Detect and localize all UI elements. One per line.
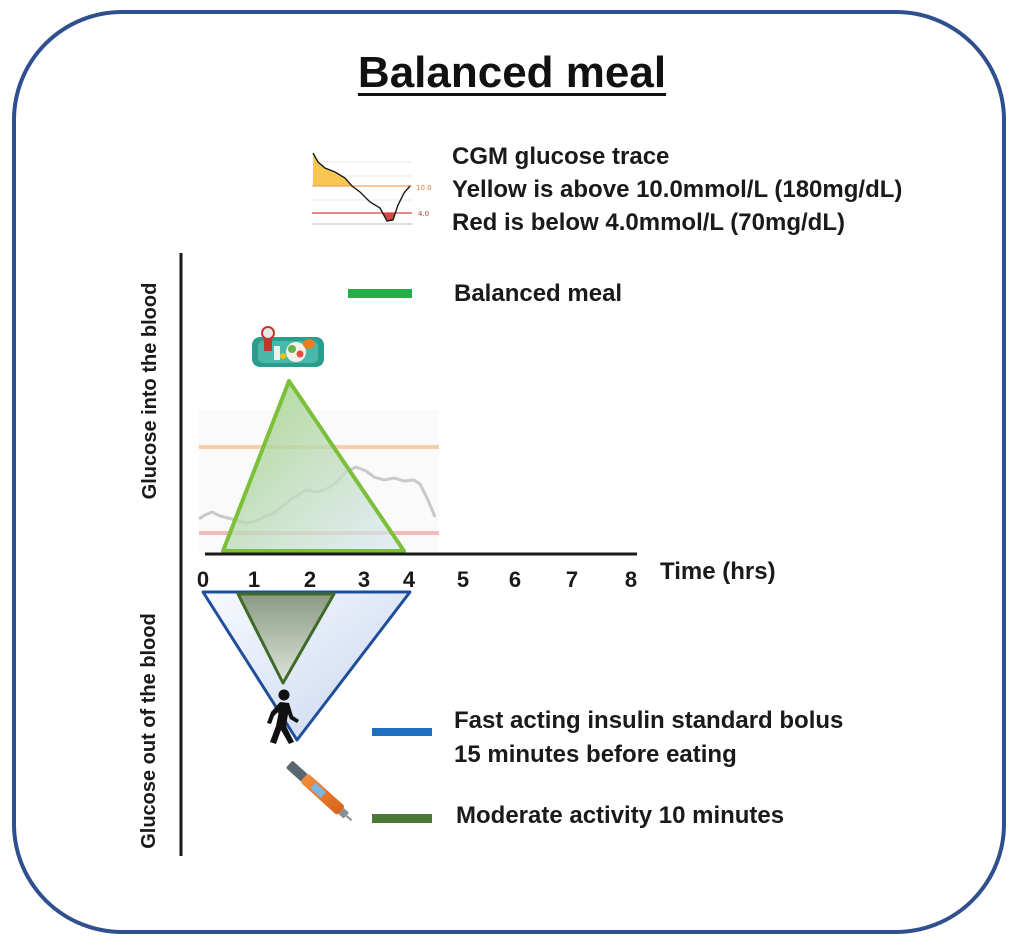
legend-activity-swatch	[372, 814, 432, 823]
legend-insulin-label-1: Fast acting insulin standard bolus	[454, 707, 844, 734]
legend-insulin-label-2: 15 minutes before eating	[454, 741, 737, 768]
tick-label: 6	[509, 567, 521, 592]
legend-activity-label: Moderate activity 10 minutes	[456, 802, 785, 829]
insulin-pen-icon	[286, 761, 353, 822]
legend-meal-label: Balanced meal	[454, 280, 623, 307]
page-title: Balanced meal	[357, 48, 667, 97]
cgm-legend-line-1: CGM glucose trace	[452, 143, 670, 170]
legend-meal-swatch	[348, 289, 412, 298]
thumb-low-label: 4.0	[418, 210, 429, 218]
rounded-frame	[12, 10, 1006, 934]
food-tray-icon	[252, 326, 324, 367]
tick-label: 0	[197, 567, 209, 592]
legend-insulin-swatch	[372, 728, 432, 736]
cgm-legend-line-3: Red is below 4.0mmol/L (70mg/dL)	[452, 209, 845, 236]
x-axis-label: Time (hrs)	[660, 558, 776, 585]
cgm-legend-line-2: Yellow is above 10.0mmol/L (180mg/dL)	[452, 176, 903, 203]
walking-person-icon	[267, 689, 299, 744]
tick-label: 2	[304, 567, 316, 592]
meal-absorption-triangle	[221, 379, 406, 553]
cgm-thumbnail: 10.0 4.0	[310, 150, 432, 228]
tick-label: 4	[403, 567, 416, 592]
tick-label: 1	[248, 567, 260, 592]
thumb-high-label: 10.0	[416, 184, 432, 192]
activity-triangle	[236, 592, 336, 685]
tick-label: 7	[566, 567, 578, 592]
tick-label: 5	[457, 567, 469, 592]
tick-label: 8	[625, 567, 637, 592]
tick-label: 3	[358, 567, 370, 592]
